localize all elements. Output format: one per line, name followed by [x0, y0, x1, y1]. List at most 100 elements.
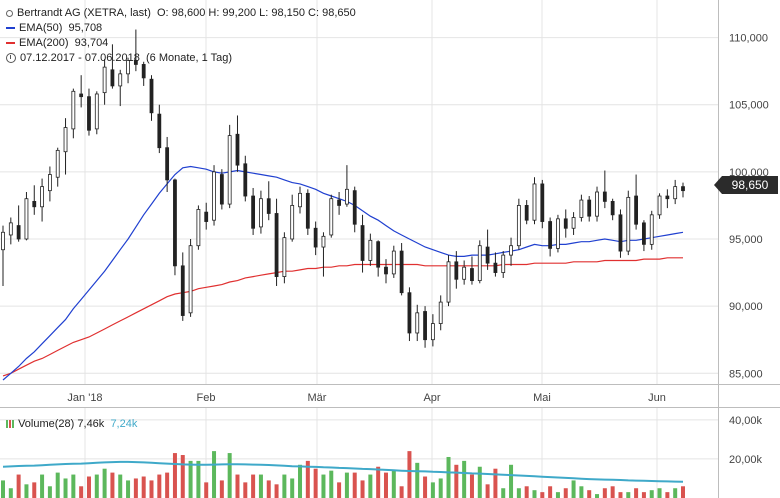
volume-bar: [8, 488, 13, 498]
candle-body: [501, 254, 506, 273]
price-grid: [0, 0, 718, 384]
volume-bar: [563, 488, 568, 498]
volume-bar: [360, 480, 365, 498]
legend-title-row: Bertrandt AG (XETRA, last) O: 98,600 H: …: [6, 6, 356, 21]
volume-bar: [516, 488, 521, 498]
candle-body: [454, 261, 459, 280]
candle-body: [157, 113, 162, 149]
volume-bar: [219, 480, 224, 498]
candle-body: [540, 183, 545, 222]
volume-swatch-icon: [12, 420, 14, 429]
volume-bar: [266, 480, 271, 498]
volume-tick-label: 20,00k: [729, 454, 763, 466]
candle-body: [87, 96, 91, 131]
volume-tick-label: 40,00k: [729, 415, 763, 427]
candle-body: [360, 225, 365, 261]
candle-body: [376, 241, 381, 268]
candle-body: [196, 209, 201, 247]
volume-bar: [446, 456, 451, 498]
candle-body: [470, 268, 474, 282]
volume-bar: [243, 482, 248, 498]
volume-bar: [595, 494, 600, 498]
candle-body: [212, 171, 216, 221]
volume-bar: [298, 464, 303, 498]
volume-bar: [79, 486, 84, 498]
x-tick-label: Mär: [308, 392, 327, 404]
volume-bar: [649, 490, 654, 498]
ema200-line: [2, 257, 683, 377]
candle-body: [141, 64, 146, 79]
candle-body: [642, 222, 646, 245]
candle-body: [305, 192, 310, 229]
volume-bar: [180, 455, 185, 498]
volume-bar: [172, 453, 177, 498]
volume-value-1: 7,46k: [77, 418, 105, 430]
x-tick-label: Feb: [197, 392, 216, 404]
candle-body: [290, 205, 295, 240]
volume-value-2: 7,24k: [110, 418, 138, 430]
candle-body: [8, 222, 13, 236]
volume-bar: [204, 482, 209, 498]
candle-body: [188, 245, 193, 314]
volume-bar: [165, 472, 170, 498]
volume-bar: [126, 480, 131, 498]
candle-body: [337, 199, 341, 206]
volume-bar: [63, 478, 68, 498]
volume-bar: [321, 474, 326, 498]
candle-body: [430, 323, 435, 341]
candle-body: [235, 133, 240, 166]
candle-body: [24, 198, 29, 240]
candle-body: [556, 218, 560, 249]
volume-bar: [462, 460, 467, 498]
candle-body: [438, 301, 443, 324]
candle-body: [345, 188, 349, 205]
volume-bar: [657, 488, 662, 498]
x-tick-label: Jan '18: [67, 392, 102, 404]
volume-bar: [634, 488, 639, 498]
volume-bar: [282, 474, 287, 498]
volume-bar: [71, 474, 76, 498]
candle-body: [532, 183, 537, 221]
volume-bar: [141, 476, 146, 498]
y-tick-label: 100,000: [729, 167, 769, 179]
candle-body: [477, 245, 482, 282]
candle-body: [40, 186, 44, 208]
candle-body: [71, 90, 76, 130]
candle-body: [516, 205, 521, 247]
candle-body: [681, 186, 685, 192]
volume-bar: [524, 486, 529, 498]
candle-body: [657, 195, 662, 216]
volume-bar: [40, 474, 45, 498]
candle-body: [149, 78, 154, 114]
volume-bar: [571, 480, 576, 498]
volume-bar: [235, 474, 240, 498]
candle-body: [587, 199, 592, 217]
candle-body: [94, 93, 99, 130]
volume-bar: [540, 492, 545, 498]
clock-icon: [6, 53, 16, 64]
volume-legend: Volume(28) 7,46k 7,24k: [6, 418, 137, 430]
candle-body: [399, 250, 404, 294]
volume-average-line: [2, 460, 684, 483]
candle-body: [368, 239, 373, 261]
volume-bar: [501, 488, 506, 498]
candle-body: [618, 214, 623, 252]
candle-body: [32, 200, 37, 208]
volume-bar: [337, 482, 342, 498]
volume-swatch-icon: [9, 420, 11, 429]
legend-ema50-row: EMA(50) 95,708: [6, 21, 356, 36]
volume-bar: [423, 476, 428, 498]
candle-body: [548, 221, 553, 249]
volume-bar: [352, 472, 357, 498]
candle-body: [352, 190, 357, 225]
last-price-tag: 98,650: [714, 176, 778, 194]
volume-bar: [509, 464, 514, 498]
candle-body: [321, 235, 326, 248]
volume-bar: [24, 484, 29, 498]
candle-body: [602, 191, 607, 202]
volume-bar: [55, 472, 60, 498]
date-range: 07.12.2017 - 07.06.2018: [20, 52, 140, 64]
volume-bar: [32, 482, 37, 498]
candle-body: [133, 60, 138, 65]
